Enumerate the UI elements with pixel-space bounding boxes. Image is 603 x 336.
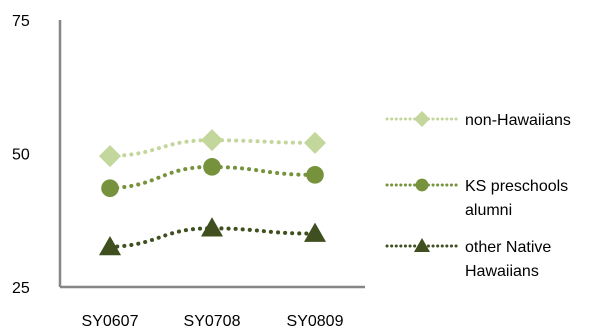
legend-item: non-Hawaiians (385, 111, 571, 129)
series-layer (99, 129, 326, 256)
data-point (203, 158, 221, 176)
axes (58, 20, 365, 289)
legend: non-Hawaiians KS preschools alumni other Na… (385, 111, 571, 280)
y-tick-label: 25 (12, 280, 30, 297)
data-point (101, 179, 119, 198)
data-point (201, 129, 223, 152)
y-tick-label: 50 (12, 147, 30, 164)
legend-label: alumni (465, 202, 512, 219)
series-diamond (99, 129, 326, 168)
data-point (304, 222, 326, 242)
series-circle (101, 158, 324, 198)
legend-item: other Native Hawaiians (385, 238, 551, 280)
legend-label: KS preschools (465, 178, 568, 195)
data-point (306, 166, 324, 184)
x-tick-label: SY0607 (82, 313, 139, 330)
series-line (108, 226, 317, 249)
legend-item: KS preschools alumni (385, 178, 568, 219)
legend-marker (414, 111, 430, 127)
x-tick-labels: SY0607 SY0708 SY0809 (82, 313, 344, 330)
data-point (99, 235, 121, 256)
data-point (304, 131, 326, 154)
data-point (99, 145, 121, 168)
series-triangle (99, 217, 326, 256)
series-line (108, 138, 317, 159)
legend-marker (414, 238, 430, 252)
legend-label: other Native (465, 239, 551, 256)
x-tick-label: SY0708 (184, 313, 241, 330)
x-tick-label: SY0809 (287, 313, 344, 330)
y-tick-label: 75 (12, 13, 30, 30)
legend-label: non-Hawaiians (465, 112, 571, 129)
legend-label: Hawaiians (465, 263, 539, 280)
data-point (201, 217, 223, 237)
legend-marker (415, 178, 429, 192)
y-tick-labels: 75 50 25 (12, 13, 30, 297)
